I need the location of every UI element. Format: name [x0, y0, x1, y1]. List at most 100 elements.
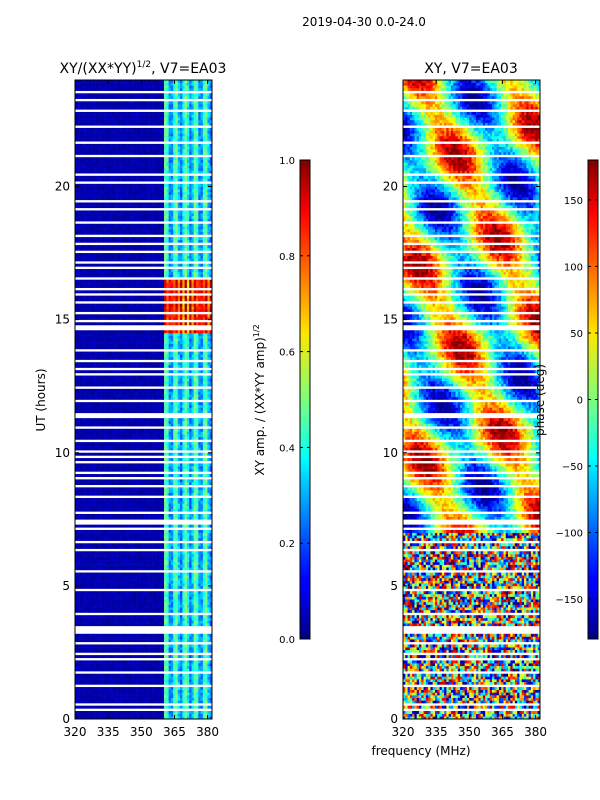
heatmap-cell	[180, 716, 183, 719]
heatmap-cell	[154, 529, 158, 533]
heatmap-cell	[184, 620, 188, 624]
heatmap-cell	[118, 700, 121, 704]
heatmap-cell	[145, 500, 149, 504]
heatmap-cell	[193, 575, 197, 579]
heatmap-cell	[180, 593, 183, 597]
heatmap-cell	[113, 479, 117, 483]
heatmap-cell	[200, 577, 204, 581]
heatmap-cell	[90, 615, 94, 619]
heatmap-cell	[86, 529, 89, 533]
heatmap-cell	[102, 636, 105, 640]
heatmap-cell	[111, 636, 115, 640]
heatmap-cell	[182, 513, 185, 517]
heatmap-cell	[106, 580, 110, 584]
heatmap-cell	[102, 601, 105, 605]
heatmap-cell	[120, 508, 124, 512]
heatmap-cell	[77, 585, 80, 589]
heatmap-cell	[111, 532, 115, 536]
heatmap-cell	[93, 498, 96, 501]
heatmap-cell	[202, 482, 206, 485]
heatmap-cell	[186, 649, 190, 653]
heatmap-cell	[209, 636, 212, 640]
heatmap-cell	[77, 604, 80, 608]
heatmap-cell	[205, 545, 208, 549]
heatmap-cell	[184, 687, 188, 691]
heatmap-cell	[141, 607, 144, 611]
heatmap-cell	[106, 506, 110, 509]
heatmap-cell	[118, 663, 121, 667]
heatmap-cell	[200, 482, 204, 485]
heatmap-cell	[134, 697, 137, 701]
heatmap-cell	[138, 468, 142, 472]
heatmap-cell	[186, 431, 190, 435]
heatmap-cell	[136, 500, 140, 504]
heatmap-cell	[202, 644, 206, 648]
heatmap-cell	[200, 609, 204, 613]
heatmap-cell	[97, 647, 101, 651]
heatmap-cell	[102, 663, 105, 667]
heatmap-cell	[200, 468, 204, 472]
heatmap-cell	[191, 681, 195, 685]
heatmap-cell	[106, 431, 110, 435]
heatmap-cell	[150, 593, 153, 597]
heatmap-cell	[193, 487, 197, 491]
heatmap-cell	[189, 463, 192, 467]
heatmap-cell	[184, 713, 188, 717]
heatmap-cell	[95, 535, 99, 539]
heatmap-cell	[168, 604, 172, 608]
heatmap-cell	[180, 551, 183, 555]
heatmap-cell	[127, 498, 131, 501]
heatmap-cell	[102, 444, 105, 448]
heatmap-cell	[134, 689, 137, 693]
heatmap-cell	[116, 503, 119, 507]
heatmap-cell	[88, 423, 92, 427]
heatmap-cell	[95, 428, 99, 432]
heatmap-cell	[95, 561, 99, 565]
heatmap-cell	[106, 553, 110, 557]
heatmap-cell	[122, 604, 126, 608]
heatmap-cell	[118, 639, 121, 643]
heatmap-cell	[170, 583, 174, 587]
heatmap-cell	[143, 647, 147, 651]
heatmap-cell	[111, 700, 115, 704]
heatmap-cell	[81, 615, 85, 619]
heatmap-cell	[88, 490, 92, 493]
heatmap-cell	[104, 436, 108, 440]
heatmap-cell	[182, 529, 185, 533]
heatmap-cell	[75, 572, 78, 576]
heatmap-cell	[104, 620, 108, 624]
heatmap-cell	[202, 567, 206, 571]
heatmap-cell	[118, 604, 121, 608]
heatmap-cell	[129, 580, 133, 584]
heatmap-cell	[111, 423, 115, 427]
heatmap-cell	[182, 585, 185, 589]
heatmap-cell	[113, 524, 117, 528]
heatmap-cell	[118, 623, 121, 627]
heatmap-cell	[127, 697, 131, 701]
heatmap-cell	[191, 615, 195, 619]
heatmap-cell	[152, 468, 156, 472]
heatmap-cell	[170, 561, 174, 565]
heatmap-cell	[97, 700, 101, 704]
heatmap-cell	[100, 668, 103, 672]
heatmap-cell	[173, 585, 176, 589]
heatmap-cell	[152, 644, 156, 648]
heatmap-cell	[182, 431, 185, 435]
heatmap-cell	[86, 609, 89, 613]
heatmap-cell	[95, 615, 99, 619]
heatmap-cell	[104, 423, 108, 427]
heatmap-cell	[109, 431, 112, 435]
heatmap-cell	[198, 591, 201, 595]
heatmap-cell	[134, 596, 137, 600]
heatmap-cell	[148, 503, 151, 507]
heatmap-cell	[125, 447, 128, 451]
heatmap-cell	[88, 535, 92, 539]
heatmap-cell	[209, 577, 212, 581]
heatmap-cell	[120, 692, 124, 696]
heatmap-cell	[148, 705, 151, 709]
heatmap-cell	[148, 716, 151, 719]
heatmap-cell	[93, 644, 96, 648]
heatmap-cell	[175, 561, 179, 565]
heatmap-cell	[205, 623, 208, 627]
heatmap-cell	[159, 695, 163, 698]
